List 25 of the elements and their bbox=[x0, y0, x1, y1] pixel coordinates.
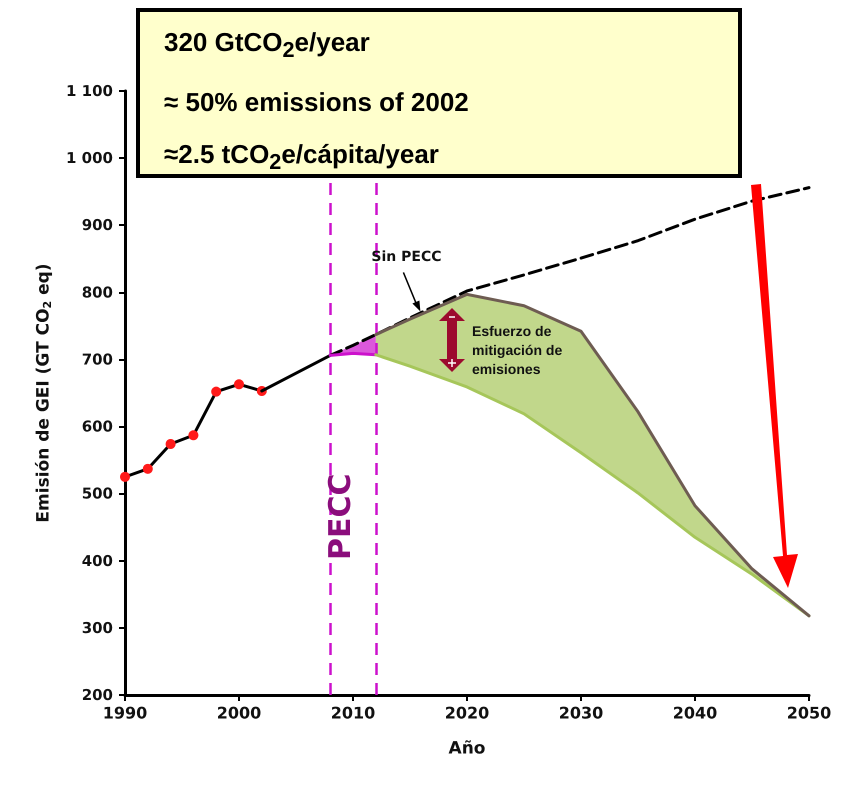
annotation: PECC bbox=[323, 473, 359, 560]
y-tick-label: 900 bbox=[82, 216, 113, 234]
x-tick-label: 2010 bbox=[330, 704, 376, 722]
x-tick-label: 2050 bbox=[786, 704, 832, 722]
annotation: Sin PECC bbox=[371, 248, 442, 268]
x-axis-title: Año bbox=[448, 738, 486, 758]
x-tick-label: 2040 bbox=[672, 704, 718, 722]
annotation: ≈ 50% emissions of 2002 bbox=[164, 86, 470, 120]
y-axis-title: Emisión de GEI (GT CO2 eq) bbox=[34, 263, 54, 523]
y-tick-label: 400 bbox=[82, 552, 113, 570]
x-tick-label: 1990 bbox=[102, 704, 148, 722]
annotation: ≈2.5 tCO$_{2}$e/cápita/year bbox=[164, 138, 440, 176]
y-tick-label: 800 bbox=[82, 283, 113, 302]
x-tick-label: 2020 bbox=[444, 704, 490, 722]
annotation: Esfuerzo de mitigación de emisiones bbox=[472, 322, 564, 379]
y-tick-label: 1 000 bbox=[66, 149, 113, 168]
y-tick-label: 700 bbox=[82, 350, 113, 368]
y-tick-label: 1 100 bbox=[66, 82, 113, 100]
x-tick-label: 2030 bbox=[558, 704, 604, 722]
y-tick-label: 600 bbox=[82, 418, 113, 436]
note-box: 320 GtCO$_{2}$e/year ≈ 50% emissions of 2002 ≈2.5 tCO$_{2}$e/cápita/year bbox=[136, 8, 742, 178]
y-tick-label: 500 bbox=[82, 484, 113, 503]
y-tick-label: 200 bbox=[82, 686, 113, 704]
y-tick-label: 300 bbox=[82, 618, 113, 637]
x-tick-label: 2000 bbox=[216, 704, 262, 722]
